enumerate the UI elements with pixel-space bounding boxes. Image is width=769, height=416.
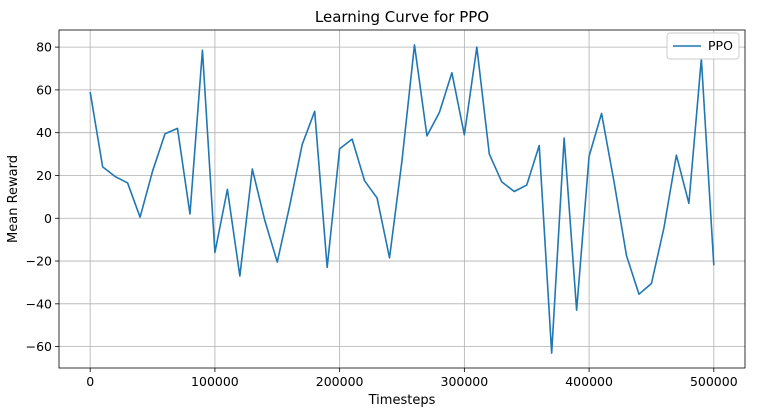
y-axis-title: Mean Reward bbox=[6, 155, 21, 243]
x-tick-label: 400000 bbox=[565, 374, 613, 389]
x-tick-label: 300000 bbox=[441, 374, 489, 389]
plot-lines bbox=[89, 44, 715, 354]
legend-box bbox=[666, 32, 740, 60]
legend: PPO bbox=[666, 32, 740, 60]
series-line-ppo bbox=[89, 44, 715, 354]
chart-title: Learning Curve for PPO bbox=[315, 8, 489, 26]
axis-ticks: 0 100000 200000 300000 400000 500000 −60 −40 −20… bbox=[26, 40, 738, 389]
x-axis-title: Timesteps bbox=[368, 393, 436, 408]
x-tick-label: 200000 bbox=[316, 374, 364, 389]
y-tick-label: −40 bbox=[26, 296, 52, 311]
x-tick-label: 0 bbox=[86, 374, 94, 389]
y-tick-label: 80 bbox=[36, 40, 52, 55]
grid bbox=[59, 30, 745, 368]
legend-label-ppo: PPO bbox=[708, 38, 733, 53]
y-tick-label: 60 bbox=[36, 82, 52, 97]
x-tick-label: 500000 bbox=[690, 374, 738, 389]
y-tick-label: 0 bbox=[44, 211, 52, 226]
x-tick-label: 100000 bbox=[191, 374, 239, 389]
plot-frame bbox=[58, 29, 746, 369]
y-tick-label: −20 bbox=[26, 254, 52, 269]
y-tick-label: 20 bbox=[36, 168, 52, 183]
y-tick-label: −60 bbox=[26, 339, 52, 354]
y-tick-label: 40 bbox=[36, 125, 52, 140]
